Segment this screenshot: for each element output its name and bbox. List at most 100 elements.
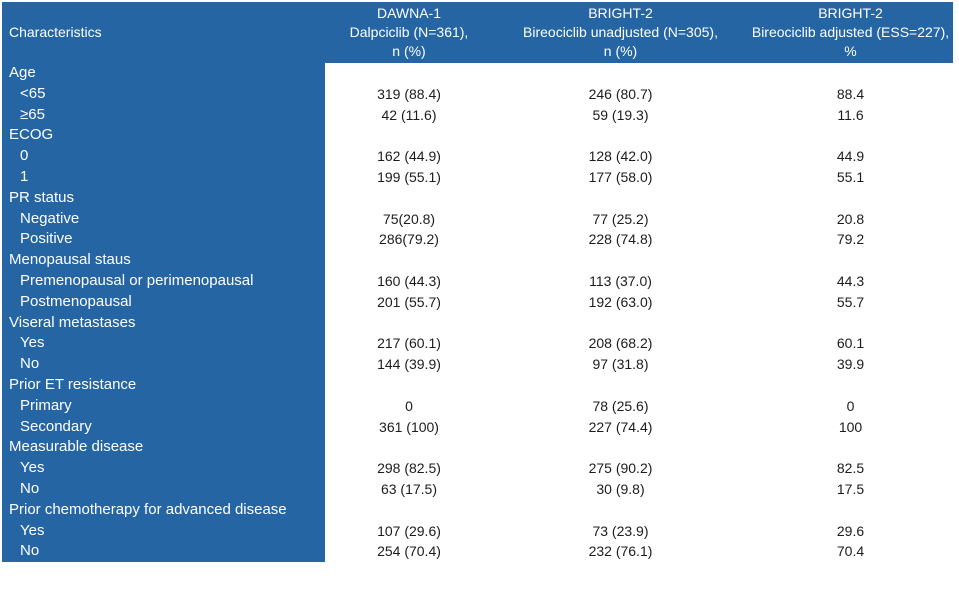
cell-bright2-unadjusted bbox=[493, 500, 748, 521]
bright2-unadjusted-unit-line: n (%) bbox=[603, 43, 638, 59]
table-row: Primary 0 78 (25.6) 0 bbox=[2, 395, 953, 417]
cell-bright2-adjusted: 79.2 bbox=[836, 231, 865, 248]
cell-dawna1: 160 (44.3) bbox=[377, 272, 441, 289]
cell-bright2-unadjusted: 113 (37.0) bbox=[589, 272, 652, 289]
row-label: ≥65 bbox=[2, 104, 325, 126]
bright2-adjusted-unit-line: % bbox=[844, 43, 857, 59]
table-row: Premenopausal or perimenopausal 160 (44.… bbox=[2, 270, 953, 292]
row-label: Premenopausal or perimenopausal bbox=[2, 270, 325, 292]
cell-dawna1: 254 (70.4) bbox=[377, 543, 441, 560]
table-group-row: Measurable disease bbox=[2, 437, 953, 459]
cell-dawna1 bbox=[325, 500, 493, 521]
table-row: No 63 (17.5) 30 (9.8) 17.5 bbox=[2, 478, 953, 500]
row-label: No bbox=[2, 541, 325, 563]
row-label: Viseral metastases bbox=[2, 312, 325, 334]
cell-dawna1 bbox=[325, 63, 493, 84]
dawna1-unit-line: n (%) bbox=[392, 43, 426, 59]
cell-dawna1: 162 (44.9) bbox=[377, 148, 441, 165]
cell-dawna1 bbox=[325, 375, 493, 396]
cell-bright2-adjusted: 20.8 bbox=[836, 210, 865, 227]
row-label: Yes bbox=[2, 520, 325, 542]
cell-bright2-adjusted: 29.6 bbox=[836, 522, 865, 539]
cell-bright2-unadjusted: 128 (42.0) bbox=[588, 148, 653, 165]
cell-bright2-unadjusted: 59 (19.3) bbox=[592, 106, 649, 123]
cell-dawna1: 286(79.2) bbox=[379, 231, 439, 248]
cell-bright2-adjusted bbox=[748, 188, 953, 209]
row-label: Age bbox=[2, 63, 325, 84]
table-row: Positive 286(79.2) 228 (74.8) 79.2 bbox=[2, 229, 953, 251]
cell-dawna1: 199 (55.1) bbox=[377, 168, 441, 185]
cell-bright2-unadjusted: 227 (74.4) bbox=[588, 418, 653, 435]
header-cell-dawna1: DAWNA-1 Dalpciclib (N=361), n (%) bbox=[325, 2, 493, 63]
table-row: 1 199 (55.1) 177 (58.0) 55.1 bbox=[2, 166, 953, 188]
cell-dawna1: 361 (100) bbox=[379, 418, 439, 435]
cell-bright2-adjusted bbox=[748, 500, 953, 521]
header-characteristics-label: Characteristics bbox=[9, 24, 102, 40]
table-row: Yes 107 (29.6) 73 (23.9) 29.6 bbox=[2, 520, 953, 542]
table-row: Secondary 361 (100) 227 (74.4) 100 bbox=[2, 416, 953, 438]
cell-bright2-unadjusted: 228 (74.8) bbox=[588, 231, 653, 248]
table-row: <65 319 (88.4) 246 (80.7) 88.4 bbox=[2, 83, 953, 105]
cell-bright2-adjusted: 70.4 bbox=[836, 543, 865, 560]
cell-bright2-unadjusted bbox=[493, 437, 748, 458]
cell-dawna1 bbox=[325, 313, 493, 334]
cell-bright2-unadjusted: 232 (76.1) bbox=[588, 543, 653, 560]
cell-bright2-adjusted bbox=[748, 250, 953, 271]
cell-dawna1: 107 (29.6) bbox=[377, 522, 441, 539]
table-group-row: Prior chemotherapy for advanced disease bbox=[2, 499, 953, 521]
cell-bright2-unadjusted: 73 (23.9) bbox=[592, 522, 649, 539]
table-row: ≥65 42 (11.6) 59 (19.3) 11.6 bbox=[2, 104, 953, 126]
header-cell-bright2-unadjusted: BRIGHT-2 Bireociclib unadjusted (N=305),… bbox=[493, 2, 748, 63]
cell-bright2-adjusted: 44.3 bbox=[836, 272, 865, 289]
table-body: Age <65 319 (88.4) 246 (80.7) 88.4 ≥65 4… bbox=[2, 63, 953, 563]
row-label: Yes bbox=[2, 333, 325, 355]
cell-bright2-unadjusted: 77 (25.2) bbox=[592, 210, 649, 227]
cell-dawna1: 63 (17.5) bbox=[380, 480, 438, 497]
cell-dawna1 bbox=[325, 125, 493, 146]
cell-bright2-unadjusted bbox=[493, 313, 748, 334]
table-row: Negative 75(20.8) 77 (25.2) 20.8 bbox=[2, 208, 953, 230]
cell-bright2-unadjusted bbox=[493, 250, 748, 271]
dawna1-drug-line: Dalpciclib (N=361), bbox=[349, 24, 469, 40]
cell-bright2-adjusted: 44.9 bbox=[836, 148, 865, 165]
dawna1-study-name: DAWNA-1 bbox=[376, 5, 442, 21]
bright2-adjusted-study-name: BRIGHT-2 bbox=[818, 5, 883, 21]
cell-bright2-unadjusted: 78 (25.6) bbox=[592, 397, 649, 414]
cell-bright2-unadjusted bbox=[493, 63, 748, 84]
table-header-row: Characteristics DAWNA-1 Dalpciclib (N=36… bbox=[2, 2, 953, 63]
row-label: Negative bbox=[2, 208, 325, 230]
row-label: Menopausal staus bbox=[2, 250, 325, 271]
row-label: 0 bbox=[2, 146, 325, 167]
table-row: Yes 298 (82.5) 275 (90.2) 82.5 bbox=[2, 458, 953, 479]
cell-dawna1: 319 (88.4) bbox=[377, 85, 441, 102]
table-row: No 254 (70.4) 232 (76.1) 70.4 bbox=[2, 541, 953, 563]
cell-bright2-adjusted: 100 bbox=[838, 418, 863, 435]
table-group-row: Prior ET resistance bbox=[2, 374, 953, 396]
row-label: Prior chemotherapy for advanced disease bbox=[2, 499, 325, 521]
cell-bright2-unadjusted bbox=[493, 375, 748, 396]
cell-dawna1 bbox=[325, 437, 493, 458]
table-group-row: ECOG bbox=[2, 125, 953, 147]
cell-bright2-unadjusted: 208 (68.2) bbox=[588, 335, 653, 352]
cell-dawna1: 298 (82.5) bbox=[377, 460, 441, 477]
characteristics-table: Characteristics DAWNA-1 Dalpciclib (N=36… bbox=[2, 2, 953, 563]
table-row: Postmenopausal 201 (55.7) 192 (63.0) 55.… bbox=[2, 291, 953, 313]
row-label: <65 bbox=[2, 83, 325, 105]
header-cell-characteristics: Characteristics bbox=[2, 2, 325, 63]
row-label: Positive bbox=[2, 229, 325, 251]
table-group-row: Age bbox=[2, 63, 953, 84]
row-label: No bbox=[2, 478, 325, 500]
cell-dawna1 bbox=[325, 188, 493, 209]
cell-dawna1: 75(20.8) bbox=[382, 210, 436, 227]
row-label: PR status bbox=[2, 187, 325, 209]
table-group-row: Viseral metastases bbox=[2, 312, 953, 334]
cell-bright2-unadjusted: 246 (80.7) bbox=[588, 85, 653, 102]
cell-bright2-adjusted bbox=[748, 437, 953, 458]
cell-bright2-unadjusted bbox=[493, 188, 748, 209]
row-label: Primary bbox=[2, 395, 325, 417]
cell-bright2-adjusted bbox=[748, 313, 953, 334]
cell-dawna1: 42 (11.6) bbox=[381, 106, 437, 123]
row-label: Yes bbox=[2, 458, 325, 479]
cell-dawna1 bbox=[325, 250, 493, 271]
cell-bright2-adjusted bbox=[748, 375, 953, 396]
